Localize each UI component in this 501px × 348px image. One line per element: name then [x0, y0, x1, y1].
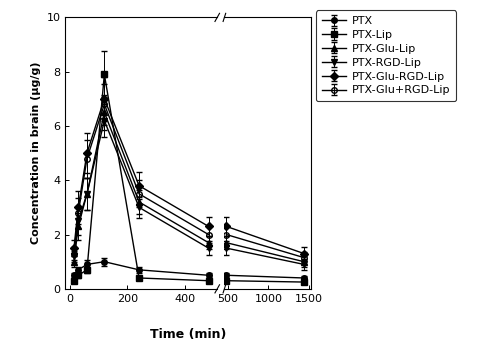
Legend: PTX, PTX-Lip, PTX-Glu-Lip, PTX-RGD-Lip, PTX-Glu-RGD-Lip, PTX-Glu+RGD-Lip: PTX, PTX-Lip, PTX-Glu-Lip, PTX-RGD-Lip, … [316, 10, 455, 101]
Y-axis label: Concentration in brain (μg/g): Concentration in brain (μg/g) [31, 62, 41, 244]
Text: Time (min): Time (min) [150, 328, 226, 341]
